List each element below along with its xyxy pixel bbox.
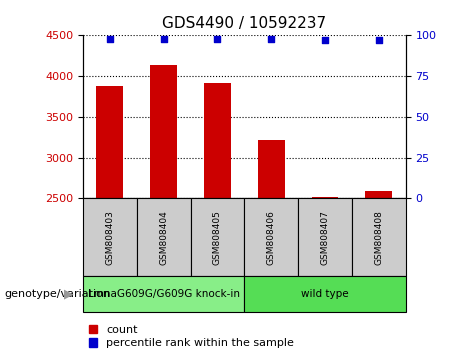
Point bbox=[214, 36, 221, 41]
Text: genotype/variation: genotype/variation bbox=[5, 289, 111, 299]
Text: GSM808407: GSM808407 bbox=[320, 210, 330, 265]
Text: LmnaG609G/G609G knock-in: LmnaG609G/G609G knock-in bbox=[88, 289, 240, 299]
Text: GSM808403: GSM808403 bbox=[106, 210, 114, 265]
Bar bbox=[365, 191, 392, 198]
Bar bbox=[204, 82, 231, 198]
Point bbox=[267, 36, 275, 41]
Text: GSM808404: GSM808404 bbox=[159, 210, 168, 264]
Text: wild type: wild type bbox=[301, 289, 349, 299]
Text: ▶: ▶ bbox=[64, 287, 74, 300]
Bar bbox=[96, 86, 123, 198]
Text: GSM808406: GSM808406 bbox=[267, 210, 276, 265]
Title: GDS4490 / 10592237: GDS4490 / 10592237 bbox=[162, 16, 326, 32]
Point bbox=[375, 38, 383, 43]
Point bbox=[106, 36, 113, 41]
Bar bbox=[258, 141, 284, 198]
Bar bbox=[150, 65, 177, 198]
Point bbox=[160, 36, 167, 41]
Text: GSM808405: GSM808405 bbox=[213, 210, 222, 265]
Point bbox=[321, 38, 329, 43]
Legend: count, percentile rank within the sample: count, percentile rank within the sample bbox=[89, 325, 294, 348]
Text: GSM808408: GSM808408 bbox=[374, 210, 383, 265]
